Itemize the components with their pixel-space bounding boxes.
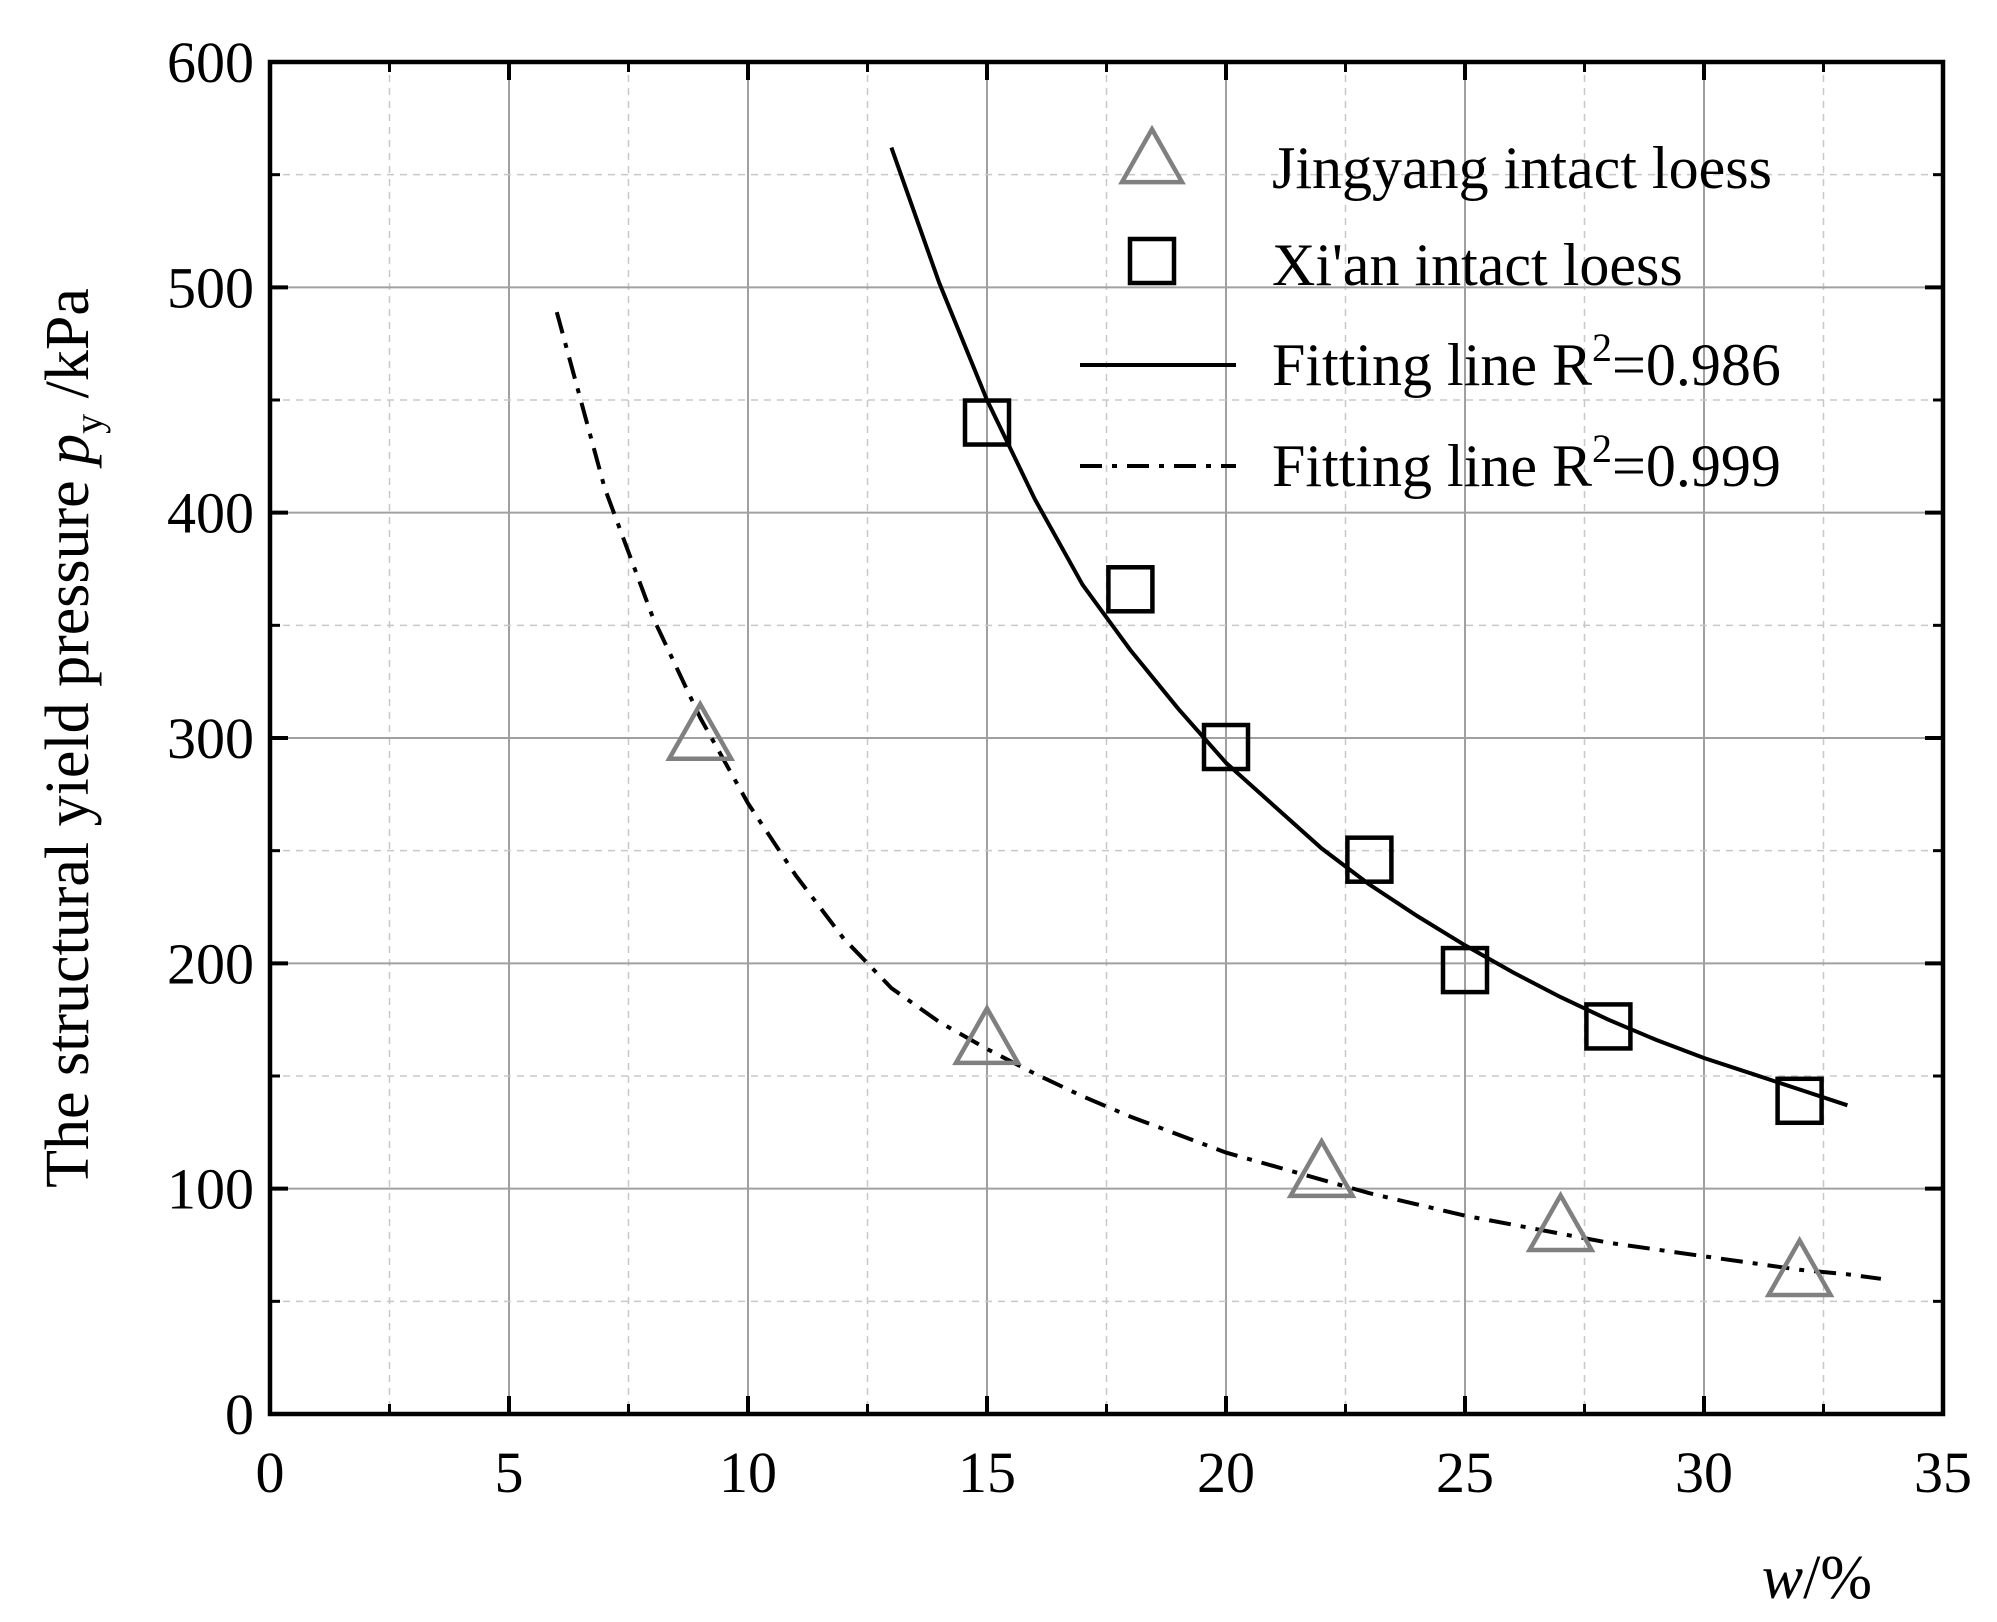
x-tick-label: 10 bbox=[719, 1440, 777, 1505]
y-tick-label: 500 bbox=[167, 255, 254, 320]
triangle-point bbox=[665, 699, 736, 761]
x-tick-label: 30 bbox=[1675, 1440, 1733, 1505]
x-tick-label: 0 bbox=[256, 1440, 285, 1505]
square-point bbox=[1106, 565, 1155, 614]
x-tick-label: 25 bbox=[1436, 1440, 1494, 1505]
plot-frame bbox=[267, 59, 1946, 1417]
y-tick-label: 200 bbox=[167, 931, 254, 996]
y-tick-label: 600 bbox=[167, 30, 254, 95]
tick-labels: 0 5 10 15 20 25 30 35 0 100 200 300 400 500 600 bbox=[167, 30, 1972, 1505]
fit-line-solid bbox=[889, 146, 1849, 1108]
legend-label: Xi'an intact loess bbox=[1272, 232, 1683, 298]
legend-label: Fitting line R2=0.986 bbox=[1272, 325, 1781, 398]
grid bbox=[270, 62, 1943, 1414]
triangle-point bbox=[952, 1003, 1022, 1066]
y-tick-label: 300 bbox=[167, 706, 254, 771]
y-axis-title: The structural yield pressure py /kPa bbox=[34, 288, 111, 1188]
triangle-point bbox=[1764, 1235, 1835, 1298]
y-tick-label: 100 bbox=[167, 1157, 254, 1222]
legend-label: Jingyang intact loess bbox=[1272, 135, 1772, 201]
y-axis-var: p bbox=[34, 434, 102, 469]
x-tick-label: 5 bbox=[495, 1440, 524, 1505]
y-axis-subscript: y bbox=[66, 414, 111, 434]
square-point bbox=[1345, 835, 1394, 884]
triangle-point bbox=[1286, 1136, 1357, 1199]
square-point bbox=[962, 398, 1012, 447]
legend-square-icon bbox=[1127, 236, 1177, 286]
x-axis-title: w/% bbox=[1762, 1544, 1872, 1612]
legend-label-superscript: 2 bbox=[1592, 426, 1612, 471]
legend-label-suffix: =0.999 bbox=[1612, 433, 1781, 499]
y-axis-unit: /kPa bbox=[34, 288, 102, 414]
legend-triangle-icon bbox=[1118, 124, 1186, 185]
legend-label-prefix: Fitting line R bbox=[1272, 433, 1592, 499]
x-axis-unit: /% bbox=[1803, 1544, 1872, 1612]
legend-label-superscript: 2 bbox=[1592, 325, 1612, 370]
triangle-point bbox=[1525, 1190, 1596, 1253]
x-tick-label: 20 bbox=[1197, 1440, 1255, 1505]
legend-label-prefix: Fitting line R bbox=[1272, 332, 1592, 398]
square-point bbox=[1584, 1002, 1633, 1051]
legend-label: Fitting line R2=0.999 bbox=[1272, 426, 1781, 499]
square-point bbox=[1201, 722, 1251, 772]
square-point bbox=[1775, 1076, 1824, 1126]
y-axis-label: The structural yield pressure bbox=[34, 465, 102, 1188]
x-tick-label: 15 bbox=[958, 1440, 1016, 1505]
x-axis-var: w bbox=[1762, 1544, 1803, 1612]
square-point bbox=[1440, 945, 1490, 995]
series-layer bbox=[554, 146, 1882, 1298]
legend: Jingyang intact loess Xi'an intact loess F… bbox=[1080, 124, 1781, 499]
fit-line-dashdot bbox=[554, 311, 1882, 1281]
y-tick-label: 400 bbox=[167, 481, 254, 546]
y-tick-label: 0 bbox=[225, 1382, 254, 1447]
legend-label-suffix: =0.986 bbox=[1612, 332, 1781, 398]
x-tick-label: 35 bbox=[1914, 1440, 1972, 1505]
